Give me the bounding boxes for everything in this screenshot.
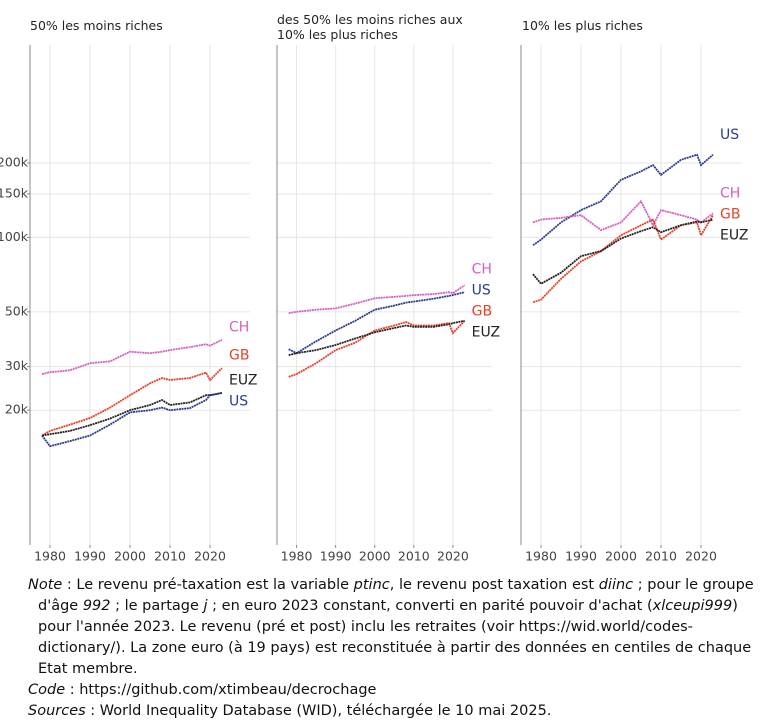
series-label: CH — [720, 186, 740, 202]
y-tick-label: 200k — [0, 154, 29, 169]
sources: Sources : World Inequality Database (WID… — [28, 701, 763, 722]
series-line — [288, 319, 465, 356]
series-label: GB — [472, 304, 492, 320]
note-text: ) pour l'année 2023. Le revenu (pré et p… — [38, 598, 752, 677]
code: Code : https://github.com/xtimbeau/decro… — [28, 680, 763, 701]
x-tick-label: 1980 — [34, 549, 66, 564]
series-label: CH — [229, 319, 249, 335]
series-label: CH — [472, 262, 492, 278]
panel-title: 50% les moins riches — [30, 18, 163, 33]
series-label: EUZ — [229, 372, 257, 388]
x-tick-label: 2010 — [398, 549, 430, 564]
y-tick-label: 150k — [0, 185, 29, 200]
series-line — [288, 284, 466, 314]
x-tick-label: 2020 — [194, 549, 226, 564]
code-label: Code — [28, 682, 66, 698]
note-text: xlceupi999 — [652, 598, 733, 614]
x-tick-label: 1980 — [281, 549, 313, 564]
series-line — [41, 339, 223, 375]
note-text: , le revenu post taxation est — [389, 577, 599, 593]
x-tick-label: 2000 — [359, 549, 391, 564]
x-tick-label: 2010 — [154, 549, 186, 564]
note-text: ; le partage — [110, 598, 204, 614]
series-line — [288, 291, 465, 355]
series-line — [288, 320, 466, 378]
notes: Note : Le revenu pré-taxation est la var… — [28, 575, 763, 722]
series-line — [41, 392, 223, 448]
series-line — [41, 392, 223, 437]
x-tick-label: 2000 — [114, 549, 146, 564]
y-tick-label: 100k — [0, 229, 29, 244]
x-tick-label: 2020 — [685, 549, 717, 564]
sources-label: Sources — [28, 703, 86, 719]
note-text: ; pour le groupe d'âge — [38, 577, 754, 614]
chart: 20k 30k 50k 100k 150k 200k 1980 1990 2000 2010 202… — [0, 45, 748, 564]
series-label: US — [472, 283, 491, 299]
series-label: EUZ — [472, 325, 500, 341]
x-tick-label: 2020 — [437, 549, 469, 564]
y-tick-label: 30k — [5, 358, 29, 373]
series-line — [532, 199, 714, 232]
y-tick-label: 50k — [5, 303, 29, 318]
x-tick-label: 2000 — [605, 549, 637, 564]
note-text: ; en euro 2023 constant, converti en par… — [207, 598, 653, 614]
series-line — [41, 367, 223, 437]
panel-title: des 50% les moins riches aux 10% les plu… — [277, 12, 463, 42]
note-text: : Le revenu pré-taxation est la variable — [62, 577, 354, 593]
series-label: US — [229, 393, 248, 409]
series-label: US — [720, 127, 739, 143]
panel-title: 10% les plus riches — [522, 18, 643, 33]
series-label: GB — [720, 207, 740, 223]
x-tick-label: 1990 — [74, 549, 106, 564]
note: Note : Le revenu pré-taxation est la var… — [28, 575, 763, 680]
x-tick-label: 1980 — [525, 549, 557, 564]
series-line — [532, 218, 714, 285]
note-text: j — [203, 598, 208, 614]
series-line — [532, 214, 714, 304]
note-label: Note — [28, 577, 63, 593]
note-text: ptinc — [353, 577, 390, 593]
note-text: 992 — [82, 598, 111, 614]
series-label: GB — [229, 348, 249, 364]
x-tick-label: 1990 — [565, 549, 597, 564]
note-text: diinc — [598, 577, 634, 593]
x-tick-label: 1990 — [320, 549, 352, 564]
sources-text: : World Inequality Database (WID), téléc… — [85, 703, 552, 719]
y-tick-label: 20k — [5, 402, 29, 417]
code-text: : https://github.com/xtimbeau/decrochage — [65, 682, 377, 698]
x-tick-label: 2010 — [645, 549, 677, 564]
series-label: EUZ — [720, 228, 748, 244]
series-line — [532, 153, 714, 246]
